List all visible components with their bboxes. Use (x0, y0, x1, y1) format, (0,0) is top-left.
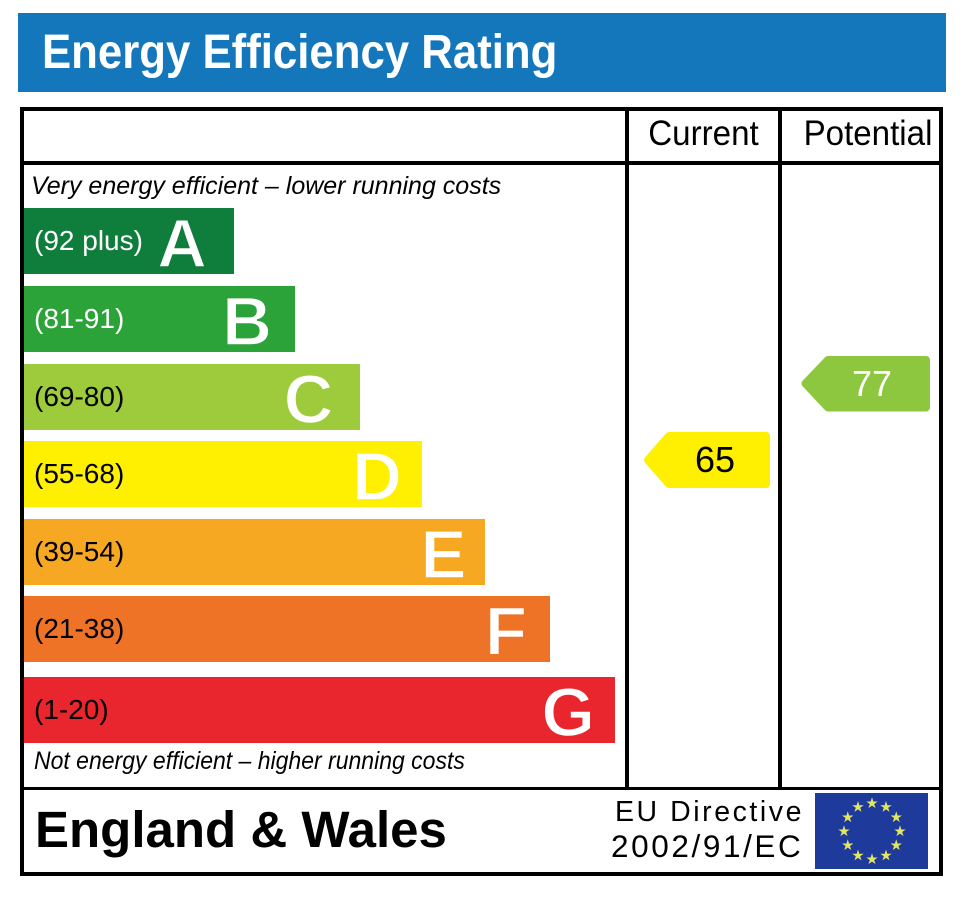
svg-text:65: 65 (695, 439, 735, 480)
svg-text:77: 77 (852, 363, 892, 404)
